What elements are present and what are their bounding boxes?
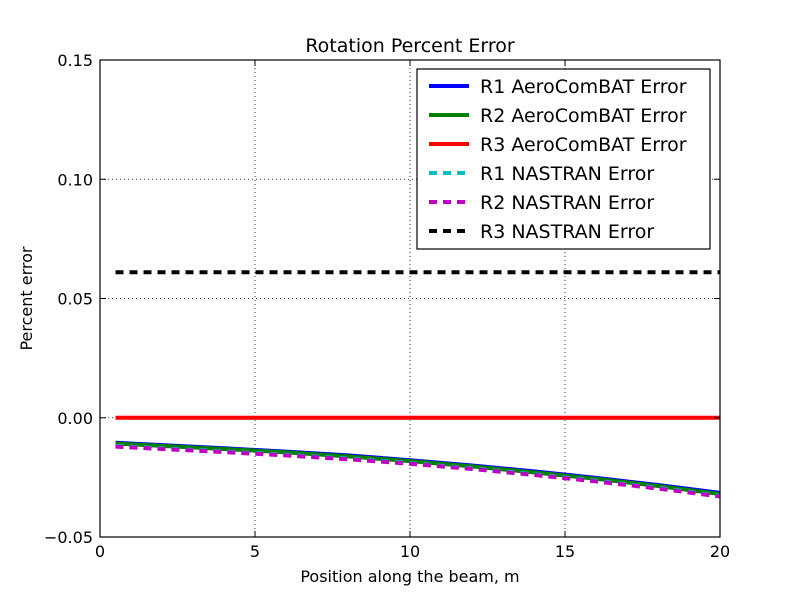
x-tick-label: 5 — [250, 542, 260, 561]
x-tick-label: 0 — [95, 542, 105, 561]
y-tick-label: 0.15 — [57, 51, 93, 70]
chart-title: Rotation Percent Error — [305, 35, 515, 57]
legend-label: R1 AeroComBAT Error — [480, 76, 687, 98]
x-axis-label: Position along the beam, m — [300, 567, 519, 586]
legend-label: R1 NASTRAN Error — [480, 163, 654, 185]
series-line-5 — [115, 444, 721, 499]
legend: R1 AeroComBAT Error R2 AeroComBAT Error R3… — [416, 68, 711, 250]
y-tick-label: −0.05 — [44, 528, 93, 547]
y-tick-label: 0.05 — [57, 290, 93, 309]
axis-ticks: 0 5 10 15 20 −0.05 0.00 0.05 0.10 0.15 — [44, 51, 730, 561]
legend-box — [416, 68, 711, 250]
y-tick-label: 0.00 — [57, 409, 93, 428]
x-tick-label: 20 — [710, 542, 730, 561]
x-tick-label: 10 — [400, 542, 420, 561]
legend-label: R2 AeroComBAT Error — [480, 105, 687, 127]
plot-series — [115, 270, 721, 499]
y-axis-label: Percent error — [17, 246, 36, 350]
legend-label: R3 AeroComBAT Error — [480, 134, 687, 156]
legend-label: R2 NASTRAN Error — [480, 192, 654, 214]
legend-label: R3 NASTRAN Error — [480, 221, 654, 243]
y-tick-label: 0.10 — [57, 170, 93, 189]
x-tick-label: 15 — [555, 542, 575, 561]
